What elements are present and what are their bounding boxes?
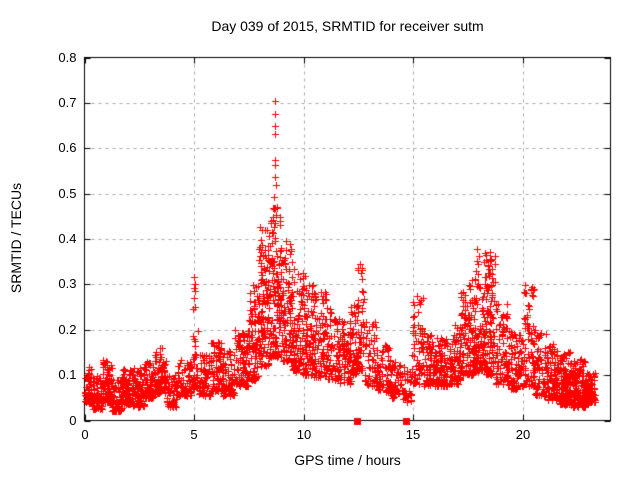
y-tick-label: 0.4 [58,231,77,246]
chart-title: Day 039 of 2015, SRMTID for receiver sut… [211,18,484,34]
x-tick-label: 5 [190,427,198,442]
y-tick-label: 0.6 [58,140,77,155]
y-tick-label: 0.3 [58,276,77,291]
x-tick-label: 20 [515,427,531,442]
y-tick-label: 0.8 [58,50,77,65]
x-tick-label: 0 [81,427,89,442]
y-tick-label: 0.2 [58,322,77,337]
x-tick-label: 15 [405,427,421,442]
y-axis-label: SRMTID / TECUs [8,182,24,294]
x-axis-label: GPS time / hours [294,452,401,468]
y-tick-label: 0.5 [58,186,77,201]
y-tick-label: 0 [69,413,77,428]
y-tick-label: 0.7 [58,95,77,110]
y-tick-label: 0.1 [58,367,77,382]
x-tick-label: 10 [296,427,312,442]
